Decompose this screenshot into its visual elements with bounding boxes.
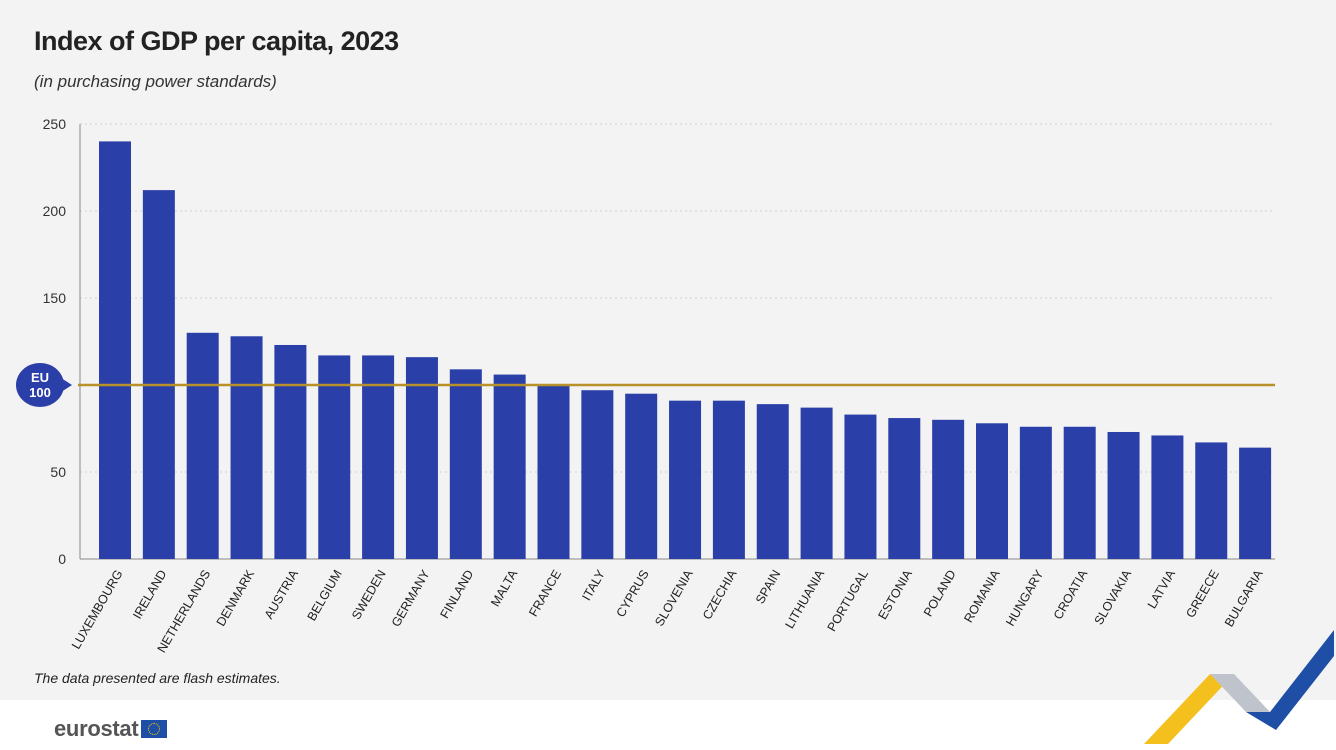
bar-luxembourg	[99, 141, 131, 559]
bar-slovakia	[1107, 431, 1140, 559]
bar-romania	[976, 423, 1008, 559]
logo-text: eurostat	[54, 716, 139, 741]
x-tick-label: POLAND	[921, 568, 959, 620]
x-tick-label: ESTONIA	[875, 567, 915, 622]
x-tick-label: CROATIA	[1051, 567, 1091, 622]
bar-malta	[493, 374, 526, 559]
bar-italy	[581, 390, 614, 559]
x-tick-label: BELGIUM	[305, 568, 345, 624]
eu-flag-icon	[141, 720, 168, 738]
x-tick-label: DENMARK	[214, 567, 258, 629]
decorative-chevron-graphic	[1144, 630, 1334, 744]
chart-subtitle: (in purchasing power standards)	[34, 72, 277, 91]
eu-badge	[16, 363, 64, 407]
x-tick-label: SWEDEN	[349, 568, 389, 623]
bar-spain	[756, 404, 789, 559]
bar-ireland	[142, 190, 175, 559]
y-tick-label: 0	[58, 551, 66, 567]
chart-title: Index of GDP per capita, 2023	[34, 26, 399, 56]
bar-netherlands	[186, 332, 219, 559]
bars	[99, 141, 1272, 559]
bar-belgium	[318, 355, 351, 559]
x-tick-label: LITHUANIA	[782, 567, 827, 631]
x-tick-label: SLOVENIA	[652, 567, 696, 629]
x-tick-label: CZECHIA	[700, 567, 740, 622]
footnote: The data presented are flash estimates.	[34, 670, 281, 686]
y-tick-label: 50	[50, 464, 66, 480]
x-tick-label: FRANCE	[526, 568, 564, 620]
x-tick-label: SPAIN	[753, 568, 783, 607]
bar-denmark	[230, 336, 263, 559]
chart-card	[0, 0, 1336, 700]
x-tick-label: PORTUGAL	[825, 567, 871, 633]
eu-badge-label: EU	[31, 370, 49, 385]
bar-greece	[1195, 442, 1228, 559]
deco-blue-stroke	[1246, 630, 1334, 730]
bar-czechia	[712, 400, 745, 559]
x-tick-label: AUSTRIA	[262, 567, 302, 621]
x-tick-label: MALTA	[488, 567, 520, 609]
bar-bulgaria	[1239, 447, 1272, 559]
eu-badge-pointer	[58, 376, 72, 394]
bar-croatia	[1063, 426, 1096, 559]
bar-sweden	[362, 355, 395, 559]
bar-portugal	[844, 414, 877, 559]
bar-austria	[274, 344, 307, 559]
bar-slovenia	[669, 400, 702, 559]
x-tick-label: ROMANIA	[961, 567, 1003, 625]
bar-france	[537, 385, 570, 559]
x-tick-label: GERMANY	[389, 567, 433, 629]
x-tick-label: LATVIA	[1145, 567, 1179, 611]
bar-lithuania	[800, 407, 833, 559]
bar-hungary	[1019, 426, 1052, 559]
bar-poland	[932, 419, 965, 559]
deco-grey-stroke	[1210, 674, 1270, 712]
deco-yellow-stroke	[1144, 674, 1234, 744]
x-tick-label: CYPRUS	[614, 568, 652, 620]
x-tick-label: IRELAND	[130, 568, 169, 622]
y-tick-label: 150	[43, 290, 67, 306]
bar-cyprus	[625, 393, 658, 559]
x-tick-label: HUNGARY	[1003, 567, 1047, 629]
bar-finland	[449, 369, 482, 559]
x-tick-label: FINLAND	[438, 568, 477, 621]
x-tick-label: LUXEMBOURG	[69, 568, 126, 652]
x-tick-label: GREECE	[1183, 568, 1222, 621]
bar-estonia	[888, 418, 921, 559]
eurostat-logo: eurostat	[54, 716, 168, 742]
y-tick-label: 250	[43, 116, 67, 132]
x-tick-label: SLOVAKIA	[1092, 567, 1135, 627]
eu-badge-value: 100	[29, 385, 51, 400]
y-tick-label: 200	[43, 203, 67, 219]
bar-germany	[405, 357, 438, 559]
x-tick-label: ITALY	[579, 567, 608, 603]
bar-latvia	[1151, 435, 1184, 559]
